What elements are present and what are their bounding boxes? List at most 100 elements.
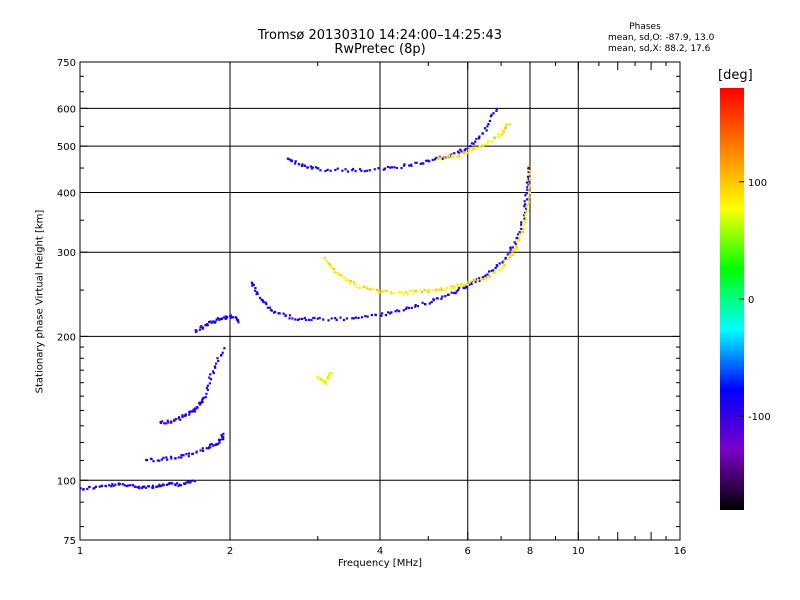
data-point <box>400 166 403 170</box>
data-point <box>487 139 490 143</box>
data-point <box>192 408 195 411</box>
data-point <box>298 317 301 321</box>
data-point <box>499 268 502 271</box>
data-point <box>497 133 500 136</box>
data-point <box>189 480 192 483</box>
data-point <box>456 283 459 286</box>
data-point <box>396 309 399 312</box>
data-point <box>428 302 431 305</box>
x-tick-label: 1 <box>77 546 83 557</box>
data-point <box>527 186 531 189</box>
data-point <box>484 278 487 281</box>
data-point <box>408 164 411 167</box>
data-point <box>381 290 384 293</box>
y-tick-label: 600 <box>57 104 76 115</box>
data-point <box>170 420 173 423</box>
x-tick-label: 2 <box>227 546 233 557</box>
data-point <box>483 127 487 130</box>
data-point <box>357 316 360 320</box>
data-point <box>409 289 412 292</box>
data-point <box>288 317 291 320</box>
data-point <box>287 157 290 161</box>
data-point <box>123 484 126 487</box>
data-point <box>494 270 497 274</box>
data-point <box>209 446 212 449</box>
data-point <box>202 326 205 329</box>
data-point <box>353 283 357 286</box>
data-point <box>460 282 463 286</box>
data-point <box>220 353 223 357</box>
data-point <box>493 136 496 139</box>
data-point <box>323 256 326 260</box>
data-point <box>191 452 195 455</box>
data-point <box>208 376 211 379</box>
data-point <box>494 266 497 269</box>
data-point <box>377 291 381 294</box>
data-point <box>209 373 212 376</box>
grid-lines <box>80 62 680 540</box>
data-point <box>217 442 220 446</box>
data-point <box>313 316 316 320</box>
data-point <box>323 381 326 384</box>
data-point <box>445 286 448 289</box>
data-point <box>414 303 417 307</box>
data-point <box>188 411 191 414</box>
data-point <box>134 485 137 489</box>
data-point <box>422 162 425 165</box>
y-tick-label: 200 <box>57 332 76 343</box>
data-point <box>187 452 191 455</box>
data-point <box>88 485 91 489</box>
data-point <box>198 328 201 331</box>
data-point <box>471 148 474 152</box>
data-point <box>455 155 459 158</box>
data-point <box>187 481 190 484</box>
data-point <box>403 163 406 166</box>
data-point <box>475 278 478 281</box>
phase-legend-o: mean, sd,O: -87.9, 13.0 <box>608 33 715 43</box>
data-point <box>380 314 383 317</box>
data-point <box>443 157 446 160</box>
data-point <box>303 164 307 167</box>
data-point <box>219 438 222 441</box>
data-point <box>402 309 405 312</box>
data-point <box>393 291 396 294</box>
data-point <box>175 482 179 485</box>
data-point <box>464 147 467 151</box>
data-point <box>208 320 211 324</box>
data-point <box>506 253 509 256</box>
y-tick-label: 75 <box>63 536 76 547</box>
data-point <box>179 418 182 421</box>
data-point <box>150 457 153 461</box>
data-point <box>282 312 285 315</box>
data-point <box>472 147 475 150</box>
data-point <box>342 318 346 322</box>
data-point <box>468 283 471 286</box>
data-point <box>389 290 393 294</box>
data-point <box>160 458 163 461</box>
data-point <box>523 200 526 203</box>
data-point <box>470 142 474 145</box>
data-point <box>516 233 520 236</box>
data-point <box>407 306 411 310</box>
data-point <box>351 317 354 320</box>
data-point <box>93 486 96 490</box>
data-point <box>156 485 159 488</box>
data-point <box>278 312 281 315</box>
data-point <box>390 166 394 169</box>
data-point <box>478 135 481 138</box>
data-point <box>526 198 529 201</box>
data-point <box>274 310 277 314</box>
data-point <box>486 276 489 279</box>
data-point <box>498 262 501 265</box>
data-point <box>214 320 217 323</box>
data-point <box>220 434 223 437</box>
data-point <box>194 410 197 413</box>
data-point <box>476 278 480 281</box>
data-point <box>454 285 457 288</box>
data-point <box>214 362 218 365</box>
data-point <box>374 313 377 317</box>
data-point <box>455 290 458 293</box>
data-point <box>326 376 329 379</box>
data-point <box>158 485 161 488</box>
data-point <box>222 435 225 438</box>
